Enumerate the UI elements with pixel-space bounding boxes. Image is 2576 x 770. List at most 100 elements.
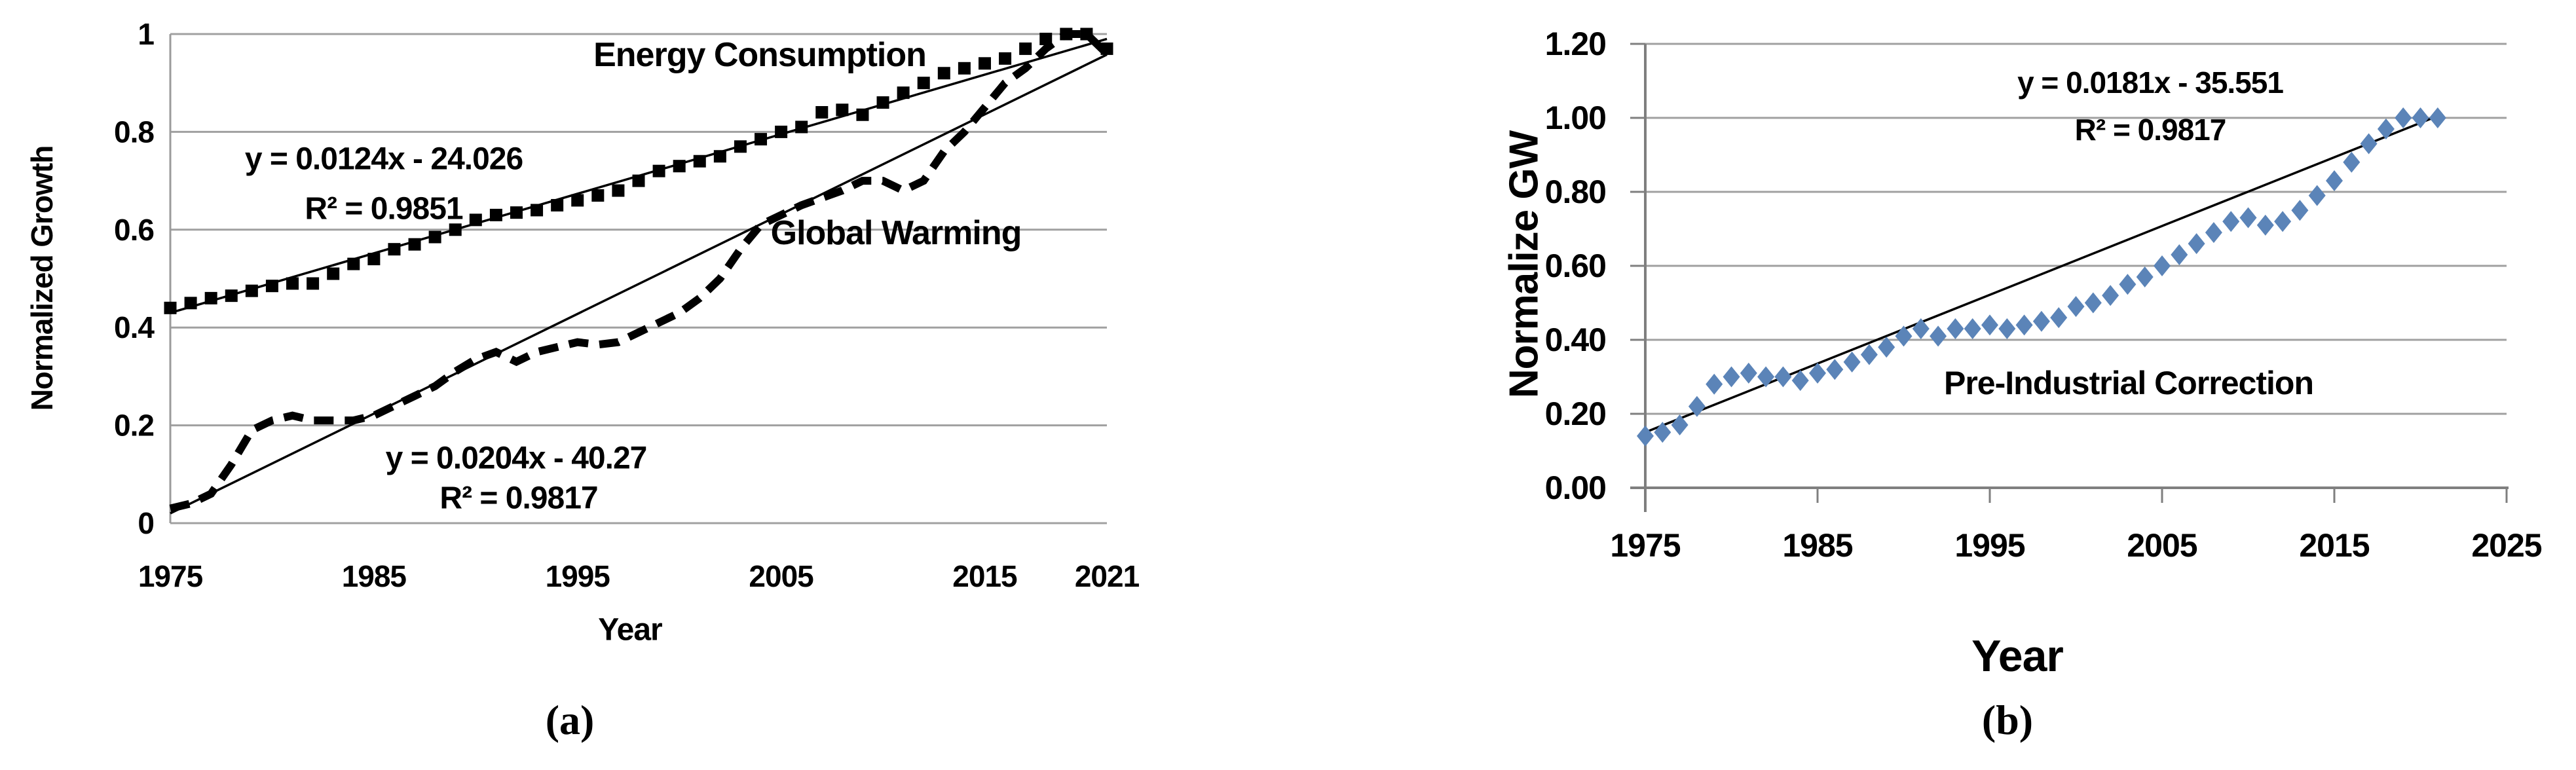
diamond-marker: [2015, 314, 2033, 336]
diamond-marker: [2084, 292, 2102, 314]
diamond-marker: [2274, 211, 2292, 232]
caption-b: (b): [1981, 697, 2034, 743]
square-marker: [225, 289, 238, 302]
diamond-marker: [2102, 285, 2119, 306]
square-marker: [388, 243, 401, 256]
y-tick-label: 0.80: [1545, 174, 1606, 210]
x-tick-label: 2005: [2127, 527, 2197, 564]
square-marker: [673, 160, 686, 173]
diamond-marker: [2050, 307, 2068, 329]
y-tick-label: 0.2: [114, 409, 154, 443]
y-tick-label: 0: [138, 506, 154, 540]
square-marker: [347, 257, 360, 270]
diamond-marker: [2360, 133, 2378, 155]
y-tick-label: 0.40: [1545, 321, 1606, 358]
diamond-marker: [2429, 107, 2446, 128]
diamond-marker: [1706, 373, 1723, 395]
diamond-marker: [2188, 233, 2205, 255]
square-marker: [551, 198, 564, 211]
trendline-equation-b: y = 0.0181x - 35.551: [2017, 65, 2284, 100]
square-marker: [775, 125, 788, 138]
diamond-marker: [1843, 351, 1861, 373]
x-tick-label: 1975: [138, 559, 203, 593]
x-tick-label: 2021: [1075, 559, 1140, 593]
square-marker: [1080, 28, 1093, 41]
y-tick-label: 1.00: [1545, 100, 1606, 136]
diamond-marker: [1912, 318, 1930, 340]
diamond-marker: [2343, 151, 2361, 173]
square-marker: [286, 277, 299, 290]
trendline-equation-energy: y = 0.0124x - 24.026: [244, 141, 523, 177]
diamond-marker: [1774, 366, 1792, 388]
square-marker: [958, 62, 971, 75]
square-marker: [367, 253, 381, 266]
diamond-marker: [2032, 310, 2050, 332]
square-marker: [612, 184, 625, 197]
diamond-marker: [2205, 222, 2222, 244]
square-marker: [591, 189, 605, 202]
square-marker: [897, 86, 910, 100]
diamond-marker: [2239, 207, 2257, 229]
diamond-marker: [1826, 359, 1844, 380]
diamond-marker: [2256, 214, 2274, 236]
x-tick-label: 2015: [952, 559, 1017, 593]
diamond-marker: [1740, 362, 1757, 384]
y-tick-label: 1.20: [1545, 26, 1606, 62]
diamond-marker: [1671, 414, 1689, 435]
diamond-marker: [1947, 318, 1964, 340]
square-marker: [204, 291, 217, 304]
diamond-marker: [2412, 107, 2429, 128]
trendline-equation-global-warming: y = 0.0204x - 40.27: [385, 441, 648, 476]
diamond-marker: [1791, 370, 1809, 392]
diamond-marker: [2119, 274, 2137, 295]
diamond-marker: [2291, 200, 2309, 221]
diamond-marker: [2154, 255, 2171, 276]
square-marker: [428, 230, 441, 244]
diamond-marker: [1895, 325, 1913, 347]
series-label-global-warming: Global Warming: [770, 214, 1022, 252]
y-tick-label: 0.6: [114, 213, 154, 247]
x-tick-label: 1995: [1954, 527, 2025, 564]
diamond-marker: [1688, 395, 1706, 417]
square-marker: [184, 297, 197, 310]
diamond-marker: [1860, 344, 1878, 365]
diamond-marker: [1930, 325, 1947, 347]
square-marker: [856, 108, 869, 121]
square-marker: [632, 174, 645, 187]
diamond-marker: [2308, 185, 2326, 206]
square-marker: [937, 67, 950, 80]
series-label-energy-consumption: Energy Consumption: [593, 36, 927, 74]
y-tick-label: 1: [138, 17, 154, 51]
square-marker: [245, 284, 258, 297]
diamond-marker: [1878, 337, 1895, 358]
square-marker: [652, 164, 665, 177]
diamond-marker: [2222, 211, 2240, 232]
x-tick-label: 2025: [2471, 527, 2541, 564]
series-label-pre-industrial-correction: Pre-Industrial Correction: [1944, 365, 2314, 401]
trendline-r2-b: R² = 0.9817: [2074, 113, 2227, 147]
square-marker: [999, 52, 1012, 65]
square-marker: [917, 77, 930, 90]
series-dashed-line: [169, 30, 1110, 513]
square-marker: [713, 150, 726, 163]
trendline-r2-global-warming: R² = 0.9817: [439, 481, 598, 516]
diamond-marker: [1654, 422, 1671, 443]
diamond-marker: [2395, 107, 2412, 128]
square-marker: [1019, 42, 1032, 55]
square-marker: [469, 213, 482, 227]
square-marker: [693, 155, 706, 168]
x-tick-label: 2005: [749, 559, 813, 593]
square-marker: [978, 57, 991, 70]
square-marker: [734, 140, 747, 153]
diamond-marker: [1809, 362, 1826, 384]
diamond-marker: [2171, 244, 2188, 266]
y-tick-label: 0.8: [114, 115, 154, 149]
diamond-marker: [2136, 266, 2154, 287]
square-marker: [164, 301, 177, 314]
x-axis-title-b: Year: [1971, 631, 2064, 681]
y-tick-label: 0.20: [1545, 395, 1606, 432]
diamond-marker: [2326, 170, 2343, 192]
diamond-marker: [1981, 314, 1998, 336]
square-marker: [449, 223, 462, 236]
